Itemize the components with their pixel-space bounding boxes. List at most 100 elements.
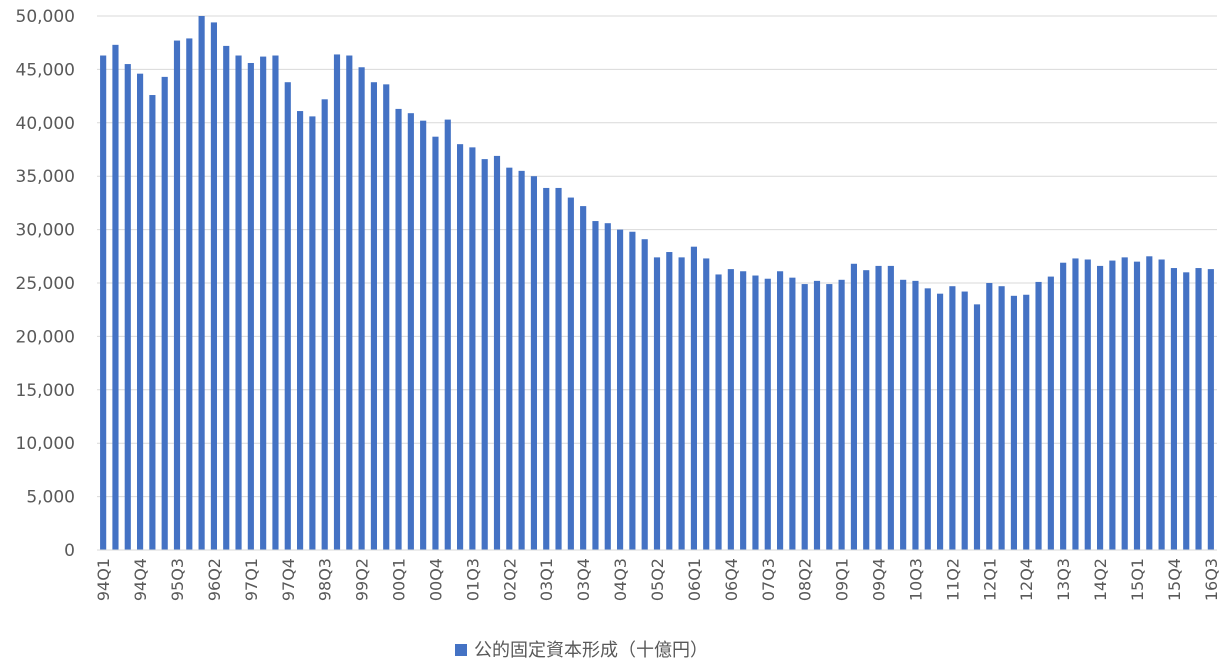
bar-09Q1[interactable] — [838, 279, 845, 550]
x-tick-label: 03Q4 — [574, 558, 593, 601]
bar-10Q3[interactable] — [912, 280, 919, 550]
bar-98Q2[interactable] — [309, 116, 316, 550]
bar-16Q3[interactable] — [1207, 269, 1214, 550]
bar-00Q2[interactable] — [407, 113, 414, 551]
bar-03Q1[interactable] — [543, 187, 550, 550]
bar-14Q2[interactable] — [1097, 265, 1104, 550]
bar-05Q4[interactable] — [678, 257, 685, 550]
bar-06Q4[interactable] — [727, 269, 734, 550]
bar-15Q3[interactable] — [1158, 259, 1165, 550]
bar-08Q4[interactable] — [826, 284, 833, 550]
bar-01Q3[interactable] — [469, 147, 476, 550]
bar-14Q4[interactable] — [1121, 257, 1128, 550]
bar-97Q2[interactable] — [260, 56, 267, 551]
bar-07Q2[interactable] — [752, 275, 759, 550]
bar-96Q4[interactable] — [235, 55, 242, 551]
bar-14Q3[interactable] — [1109, 260, 1116, 550]
bar-14Q1[interactable] — [1084, 259, 1091, 550]
bar-01Q1[interactable] — [444, 119, 451, 550]
bar-13Q1[interactable] — [1035, 281, 1042, 550]
bar-03Q3[interactable] — [567, 197, 574, 550]
bar-04Q1[interactable] — [592, 221, 599, 550]
bar-08Q2[interactable] — [801, 284, 808, 550]
bar-00Q3[interactable] — [420, 120, 427, 550]
bar-95Q1[interactable] — [149, 95, 156, 551]
bar-99Q4[interactable] — [383, 84, 390, 551]
bar-13Q3[interactable] — [1060, 262, 1067, 550]
bar-11Q2[interactable] — [949, 286, 956, 550]
x-tick-label: 97Q4 — [279, 558, 298, 601]
bar-10Q2[interactable] — [900, 279, 907, 550]
bar-06Q2[interactable] — [703, 258, 710, 550]
bar-98Q4[interactable] — [333, 54, 341, 550]
x-tick-label: 12Q4 — [1017, 558, 1036, 601]
bar-13Q2[interactable] — [1047, 276, 1054, 550]
bar-11Q4[interactable] — [973, 304, 981, 550]
bar-12Q2[interactable] — [998, 286, 1005, 550]
bar-06Q3[interactable] — [715, 274, 722, 550]
bar-04Q2[interactable] — [604, 223, 611, 550]
bar-07Q3[interactable] — [764, 278, 771, 550]
bar-05Q2[interactable] — [653, 257, 661, 550]
bar-04Q3[interactable] — [617, 229, 624, 550]
bar-96Q3[interactable] — [223, 45, 230, 551]
bar-96Q2[interactable] — [210, 22, 217, 550]
bar-15Q4[interactable] — [1170, 268, 1177, 550]
bar-02Q2[interactable] — [506, 167, 513, 550]
bar-02Q3[interactable] — [518, 170, 525, 551]
bar-12Q3[interactable] — [1010, 295, 1017, 550]
bar-07Q4[interactable] — [777, 271, 784, 550]
bar-13Q4[interactable] — [1072, 258, 1079, 550]
bar-03Q2[interactable] — [555, 187, 562, 550]
bar-04Q4[interactable] — [629, 231, 636, 550]
bar-99Q2[interactable] — [358, 67, 365, 550]
bar-95Q2[interactable] — [161, 76, 168, 550]
bar-09Q4[interactable] — [875, 265, 882, 550]
bar-10Q1[interactable] — [887, 265, 894, 550]
bar-00Q1[interactable] — [395, 108, 402, 550]
bar-03Q4[interactable] — [580, 206, 587, 550]
bar-15Q1[interactable] — [1133, 261, 1141, 550]
bar-97Q3[interactable] — [272, 55, 279, 551]
bar-98Q3[interactable] — [321, 99, 328, 550]
bar-06Q1[interactable] — [690, 246, 697, 551]
bar-05Q3[interactable] — [666, 252, 673, 550]
bar-94Q1[interactable] — [100, 55, 107, 551]
bar-01Q2[interactable] — [457, 144, 464, 550]
bar-01Q4[interactable] — [481, 159, 488, 550]
bar-16Q2[interactable] — [1195, 268, 1202, 550]
bar-11Q3[interactable] — [961, 291, 968, 550]
bar-05Q1[interactable] — [641, 239, 648, 550]
y-tick-label: 0 — [64, 541, 75, 561]
bar-15Q2[interactable] — [1146, 256, 1153, 550]
bar-97Q1[interactable] — [247, 62, 254, 550]
bar-94Q3[interactable] — [124, 64, 131, 550]
y-tick-label: 30,000 — [16, 221, 75, 241]
bar-96Q1[interactable] — [198, 16, 205, 550]
x-tick-label: 10Q3 — [906, 558, 925, 601]
bar-08Q3[interactable] — [813, 280, 821, 550]
bar-95Q3[interactable] — [173, 40, 181, 551]
bar-97Q4[interactable] — [284, 82, 291, 550]
bar-94Q2[interactable] — [112, 44, 119, 550]
bar-94Q4[interactable] — [137, 73, 144, 550]
bar-02Q4[interactable] — [530, 176, 537, 550]
bar-12Q4[interactable] — [1023, 294, 1030, 550]
bar-16Q1[interactable] — [1183, 272, 1190, 550]
bar-99Q3[interactable] — [370, 82, 377, 550]
x-tick-label: 14Q2 — [1091, 558, 1110, 601]
bar-98Q1[interactable] — [297, 111, 304, 550]
bar-02Q1[interactable] — [493, 155, 501, 550]
bar-09Q3[interactable] — [863, 270, 870, 550]
bar-07Q1[interactable] — [740, 271, 747, 550]
bar-10Q4[interactable] — [924, 288, 931, 550]
bar-11Q1[interactable] — [937, 293, 944, 550]
bar-00Q4[interactable] — [432, 136, 439, 550]
bar-12Q1[interactable] — [986, 283, 993, 550]
x-tick-label: 15Q4 — [1165, 558, 1184, 601]
bar-95Q4[interactable] — [186, 38, 193, 550]
bar-09Q2[interactable] — [850, 263, 857, 550]
bar-08Q1[interactable] — [789, 277, 796, 550]
bar-99Q1[interactable] — [346, 55, 353, 551]
legend[interactable]: 公的固定資本形成（十億円） — [455, 640, 708, 661]
